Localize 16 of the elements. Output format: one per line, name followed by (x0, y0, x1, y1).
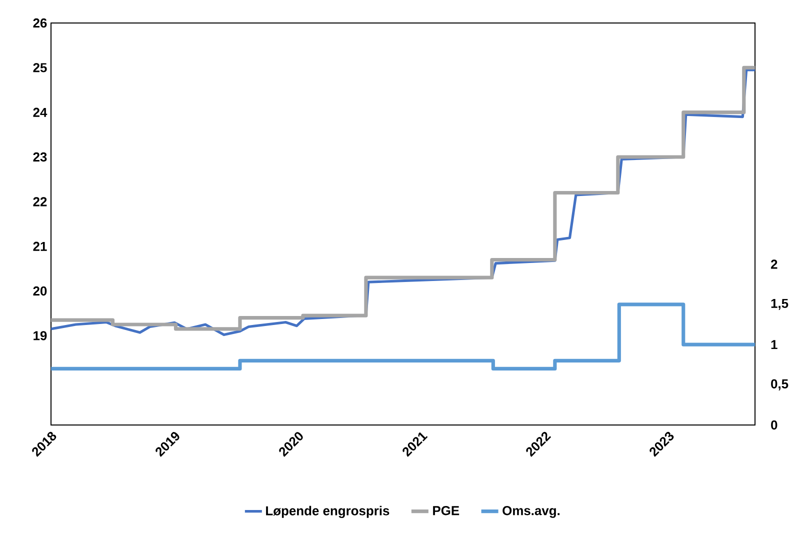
legend-label: Løpende engrospris (266, 506, 390, 518)
y-tick-label: 20 (33, 286, 47, 296)
y2-tick-label: 1 (771, 340, 778, 350)
y2-tick-label: 1,5 (771, 298, 788, 310)
legend-label: Oms.avg. (502, 506, 560, 518)
y-tick-label: 19 (34, 331, 47, 340)
y-tick-label: 25 (33, 63, 47, 72)
y2-tick-label: 0,5 (771, 379, 788, 390)
y-tick-label: 22 (33, 197, 47, 206)
y-tick-label: 26 (33, 18, 47, 28)
y2-tick-label: 2 (770, 260, 778, 269)
y2-tick-label: 0 (771, 420, 778, 430)
legend-label: PGE (433, 506, 460, 516)
y-tick-label: 23 (33, 152, 47, 162)
y-tick-label: 21 (33, 242, 47, 251)
y-tick-label: 24 (33, 108, 48, 117)
